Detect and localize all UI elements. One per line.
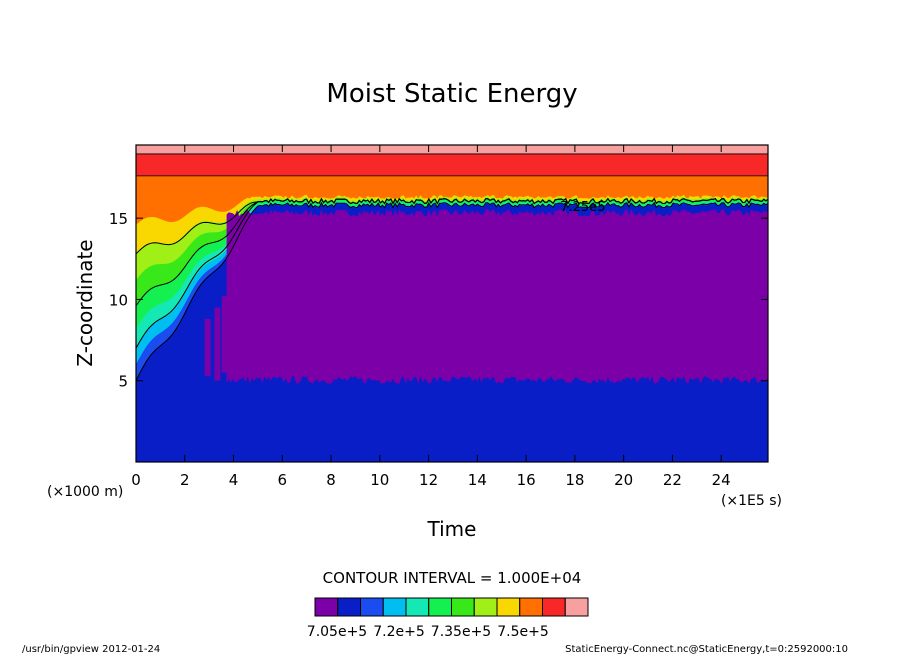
colorbar-swatch	[360, 597, 384, 617]
colorbar-swatch	[496, 597, 521, 617]
layer-band	[136, 145, 768, 154]
y-axis: 5 10 15	[109, 210, 768, 391]
y-tick-label: 15	[109, 210, 128, 228]
colorbar-swatch	[473, 597, 498, 617]
contour-band	[226, 209, 768, 384]
colorbar-swatch	[337, 597, 361, 617]
footer-left: /usr/bin/gpview 2012-01-24	[22, 644, 160, 654]
x-tick-label: 14	[468, 471, 487, 489]
x-axis: 0 2 4 6 8 10 12 14 16 18 20 22 24	[131, 145, 731, 489]
colorbar-swatch	[428, 597, 452, 617]
colorbar-label: 7.05e+5	[307, 624, 367, 640]
contour-interval-label: CONTOUR INTERVAL = 1.000E+04	[323, 569, 582, 587]
x-tick-label: 22	[663, 471, 682, 489]
colorbar-swatch	[451, 597, 475, 617]
contour-band	[221, 296, 228, 373]
x-tick-label: 16	[517, 471, 536, 489]
layer-band	[136, 153, 768, 176]
x-tick-label: 2	[180, 471, 190, 489]
colorbar: 7.05e+5 7.2e+5 7.35e+5 7.5e+5	[307, 597, 589, 640]
y-axis-label: Z-coordinate	[73, 239, 97, 366]
contour-value-label: 7.25e5	[560, 200, 605, 215]
colorbar-label: 7.35e+5	[431, 624, 491, 640]
plot-area: 7.25e5	[136, 145, 768, 462]
colorbar-swatch	[519, 597, 543, 617]
contour-line	[136, 201, 768, 381]
x-tick-label: 12	[419, 471, 438, 489]
x-tick-label: 18	[565, 471, 584, 489]
x-tick-label: 10	[370, 471, 389, 489]
x-tick-label: 24	[712, 471, 731, 489]
plot-frame	[135, 144, 769, 463]
y-tick-label: 5	[118, 373, 128, 391]
colorbar-swatch	[405, 597, 430, 617]
contour-band	[214, 307, 221, 381]
x-unit-label: (×1E5 s)	[721, 493, 782, 509]
x-axis-label: Time	[427, 517, 477, 541]
x-tick-label: 20	[614, 471, 633, 489]
colorbar-swatch	[542, 597, 566, 617]
layer-band	[136, 175, 768, 199]
chart-title: Moist Static Energy	[326, 79, 577, 109]
footer-right: StaticEnergy-Connect.nc@StaticEnergy,t=0…	[565, 644, 848, 654]
y-unit-label: (×1000 m)	[47, 484, 123, 500]
x-tick-label: 4	[229, 471, 239, 489]
x-tick-label: 6	[278, 471, 288, 489]
contour-band	[204, 318, 211, 376]
colorbar-label: 7.5e+5	[497, 624, 549, 640]
colorbar-swatch	[382, 597, 407, 617]
colorbar-swatch	[314, 597, 339, 617]
colorbar-swatch	[564, 597, 589, 617]
y-tick-label: 10	[109, 291, 128, 309]
x-tick-label: 0	[131, 471, 141, 489]
x-tick-label: 8	[326, 471, 336, 489]
contour-line	[136, 197, 768, 255]
colorbar-label: 7.2e+5	[373, 624, 425, 640]
